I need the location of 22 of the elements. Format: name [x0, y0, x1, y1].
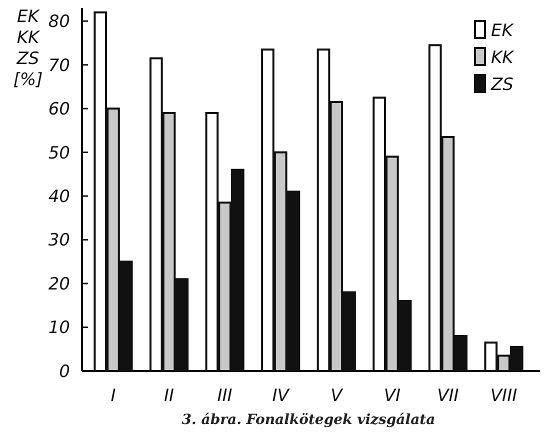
- y-tick-label: 40: [48, 187, 70, 208]
- x-tick-label: IV: [272, 386, 290, 406]
- legend-label: ZS: [490, 74, 514, 95]
- legend-label: EK: [491, 20, 515, 41]
- y-tick-label: 80: [48, 12, 70, 32]
- text: 3. ábra. Fonalkötegek vizsgálata: [182, 412, 436, 428]
- y-tick-label: 70: [48, 56, 70, 76]
- x-tick-label: VII: [437, 386, 459, 406]
- y-tick-label: 10: [48, 318, 70, 338]
- x-tick-label: I: [110, 386, 116, 406]
- y-tick-label: 30: [48, 230, 70, 251]
- x-tick-label: VIII: [490, 386, 518, 406]
- x-tick-label: VI: [384, 386, 401, 406]
- y-tick-label: 20: [48, 274, 70, 294]
- x-tick-label: II: [164, 386, 174, 406]
- legend-label: KK: [491, 48, 516, 68]
- x-tick-label: V: [330, 386, 344, 406]
- y-axis-title: EK KK ZS [%]: [13, 7, 43, 90]
- y-tick-label: 60: [48, 100, 70, 120]
- x-tick-label: III: [217, 386, 232, 406]
- y-tick-label: 50: [48, 143, 70, 164]
- y-tick-label: 0: [59, 362, 70, 382]
